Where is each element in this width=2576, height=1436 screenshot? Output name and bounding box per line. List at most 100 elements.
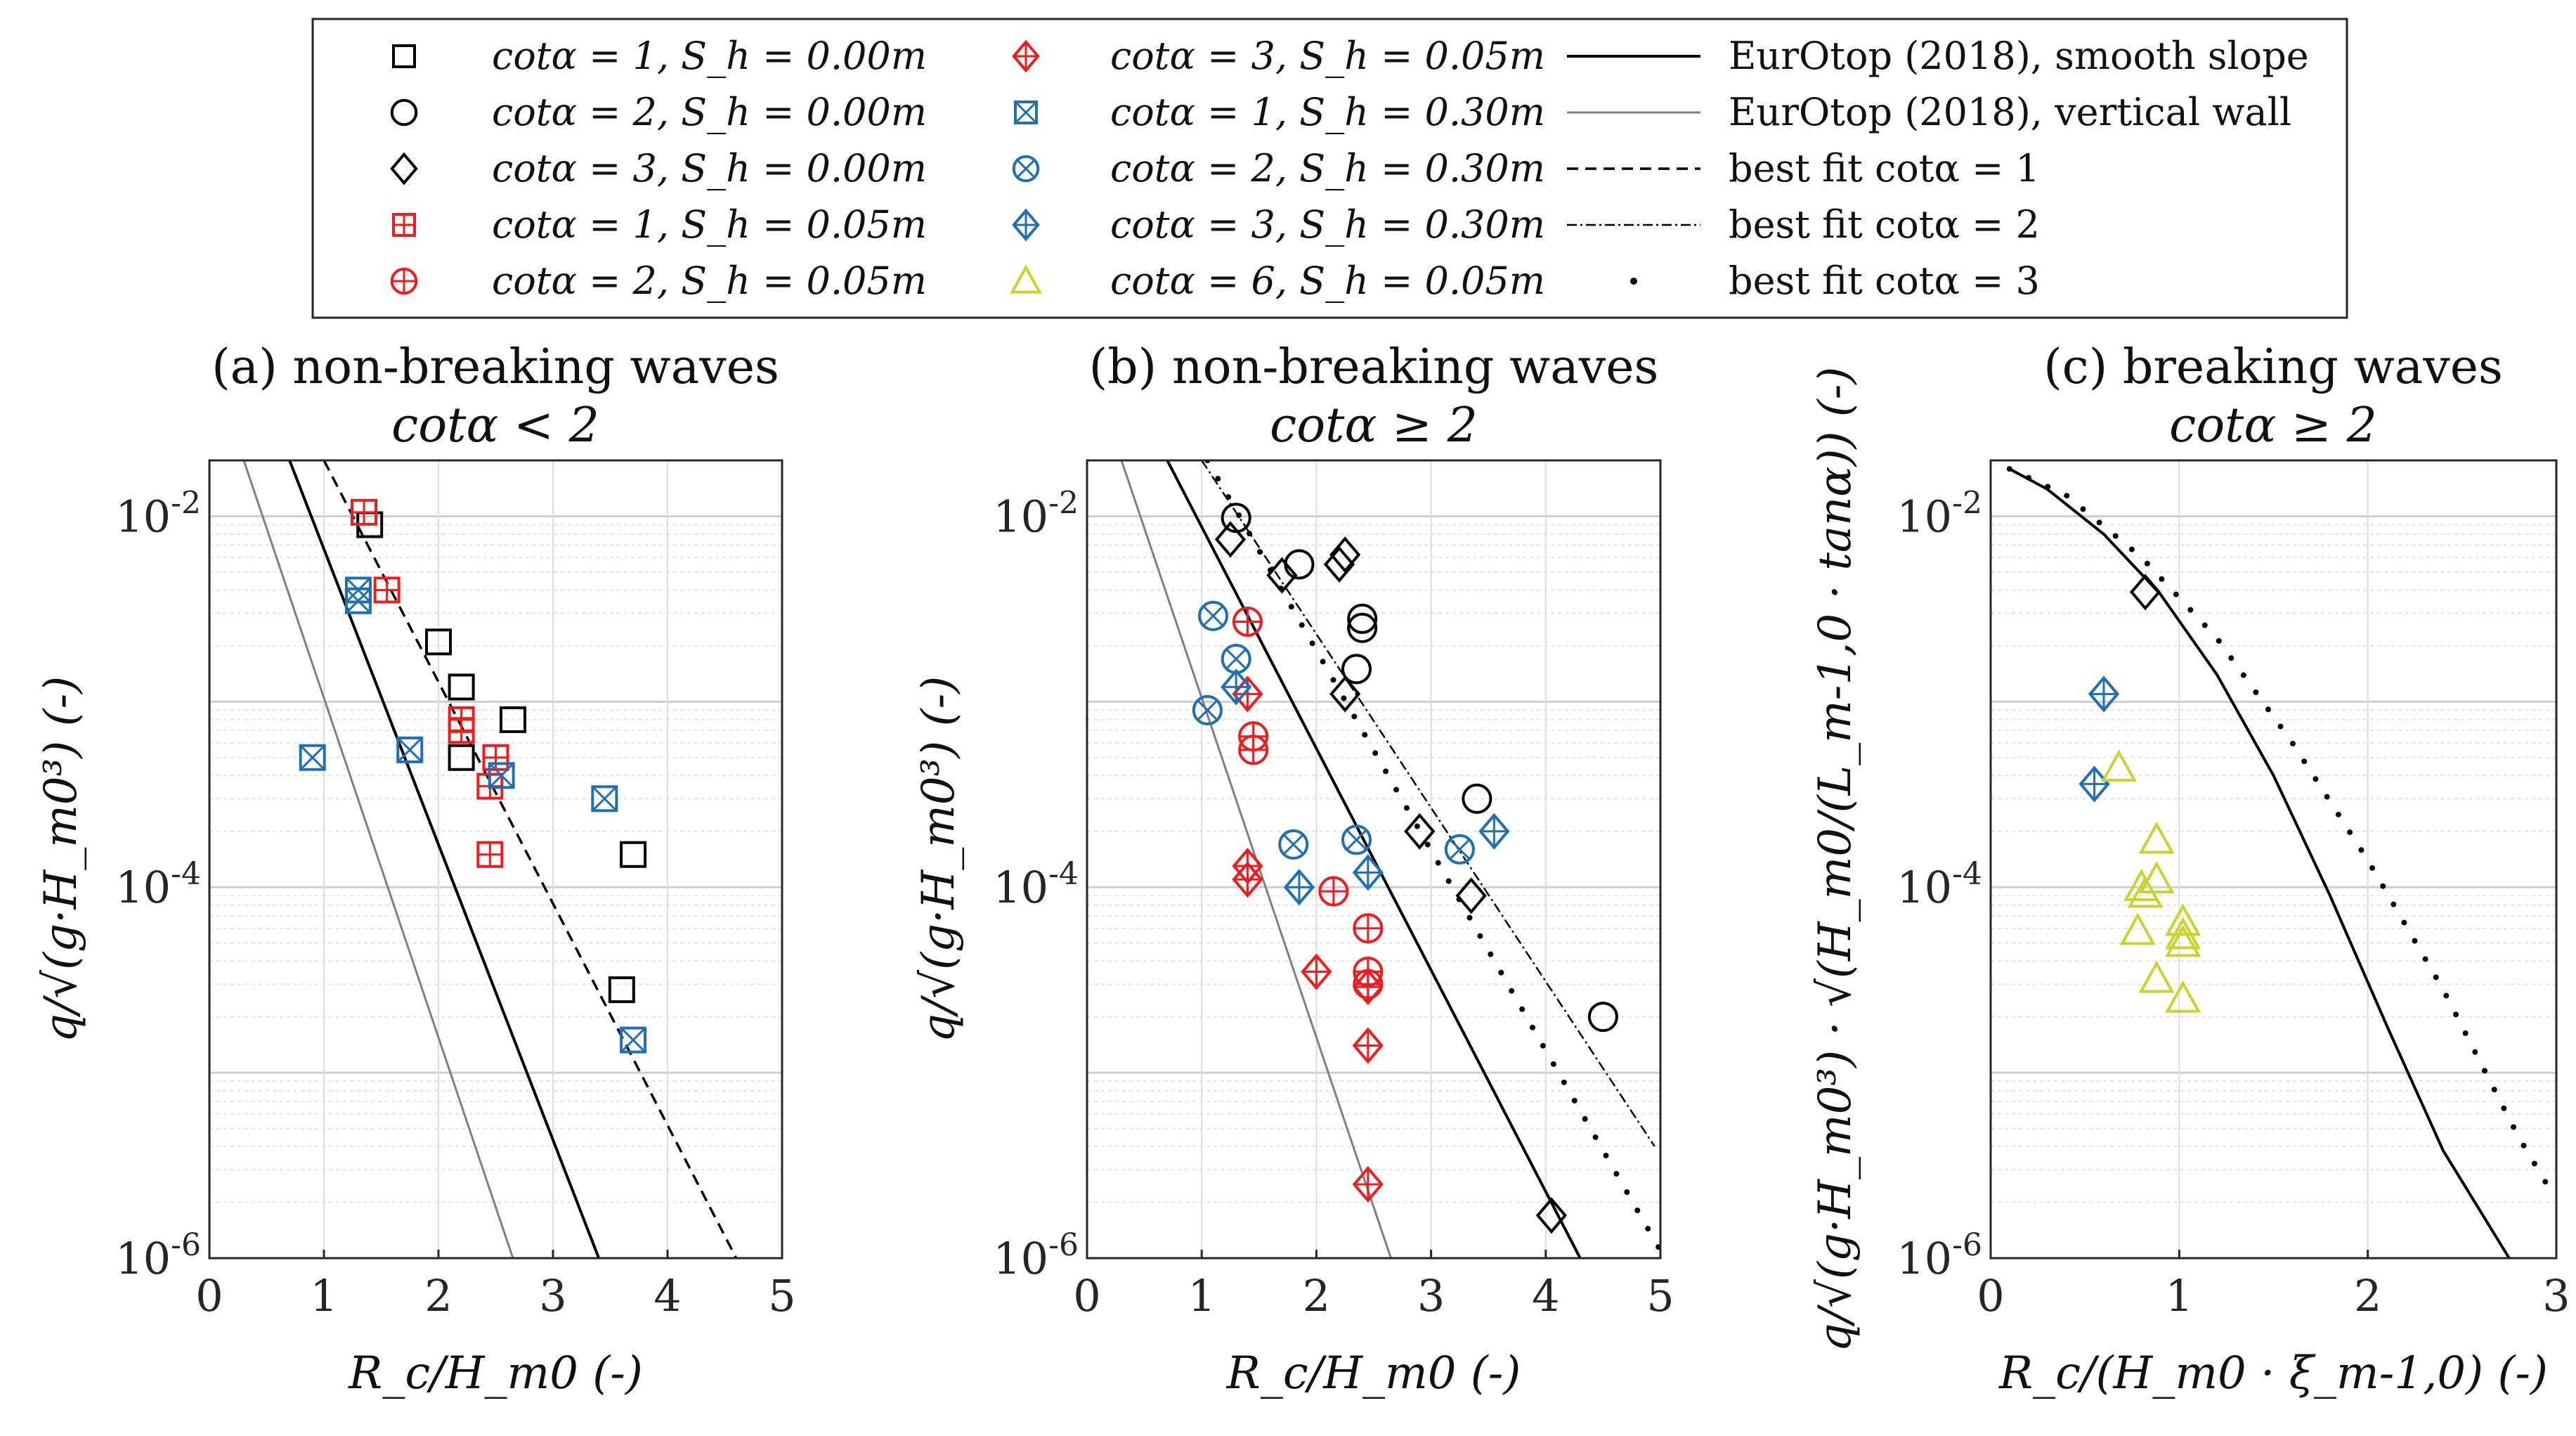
- legend-entry: cotα = 1, S_h = 0.00m: [392, 34, 927, 78]
- point-diamond-plus: [2088, 675, 2120, 713]
- point-circle: [1462, 783, 1492, 814]
- plot-area: [209, 460, 782, 1258]
- x-tick-label: 3: [1417, 1270, 1445, 1321]
- point-diamond: [1214, 521, 1247, 558]
- point-diamond-plus: [1352, 969, 1384, 1006]
- point-square-x: [344, 587, 372, 614]
- legend-marker-triangle: [1010, 264, 1042, 294]
- y-tick-label: 10-4: [115, 856, 201, 913]
- point-circle-x: [1197, 600, 1229, 631]
- point-square: [448, 744, 475, 771]
- y-tick-label: 10-2: [115, 485, 201, 542]
- point-circle: [1347, 612, 1378, 643]
- line-solid: [2008, 467, 2511, 1258]
- x-tick-label: 4: [653, 1270, 681, 1321]
- legend-label: EurOtop (2018), vertical wall: [1729, 90, 2291, 134]
- point-circle-x: [1341, 824, 1372, 855]
- panel-subtitle: cotα ≥ 2: [2169, 398, 2377, 453]
- legend-label: cotα = 3, S_h = 0.05m: [1110, 34, 1545, 78]
- point-square-plus: [476, 841, 504, 868]
- point-square: [448, 673, 475, 701]
- panel-title: (b) non-breaking waves: [1089, 339, 1659, 395]
- panel-subtitle: cotα < 2: [391, 398, 599, 453]
- point-circle: [1587, 1002, 1618, 1033]
- panel-title: (c) breaking waves: [2043, 339, 2503, 395]
- x-tick-label: 5: [1646, 1270, 1674, 1321]
- point-circle-x: [1278, 829, 1309, 860]
- point-circle: [1341, 654, 1372, 685]
- line-dotted: [2006, 466, 2550, 1187]
- line-solid: [1166, 460, 1582, 1258]
- point-square-plus: [351, 498, 378, 526]
- point-diamond: [1323, 545, 1355, 583]
- y-tick-label: 10-6: [115, 1227, 201, 1284]
- y-tick-label: 10-2: [993, 485, 1079, 542]
- line-solid: [288, 460, 601, 1258]
- point-diamond-plus: [1301, 953, 1332, 990]
- point-diamond: [1329, 536, 1361, 574]
- legend-label: best fit cotα = 1: [1729, 146, 2040, 190]
- panel-subtitle: cotα ≥ 2: [1270, 398, 1478, 453]
- y-tick-label: 10-2: [1897, 485, 1982, 542]
- point-diamond-plus: [1478, 813, 1510, 850]
- y-tick-label: 10-6: [993, 1227, 1079, 1284]
- x-tick-label: 5: [768, 1270, 795, 1321]
- fit-lines: [242, 460, 738, 1258]
- point-triangle: [2119, 912, 2156, 945]
- plot-area: [1991, 460, 2556, 1258]
- point-circle: [1347, 603, 1378, 634]
- point-triangle: [2138, 821, 2175, 854]
- legend-label: cotα = 3, S_h = 0.30m: [1110, 202, 1545, 247]
- legend-entry: cotα = 2, S_h = 0.30m: [1012, 146, 1545, 190]
- x-tick-label: 2: [1303, 1270, 1330, 1321]
- axes-box: [1086, 459, 1662, 1260]
- legend-entry: EurOtop (2018), smooth slope: [1567, 34, 2309, 78]
- panel-b: 0 1 2 3 4 5 10-6 10-4 10-2 (b) non-breaking waves…: [913, 339, 1674, 1399]
- legend-marker-square-x: [1014, 101, 1038, 124]
- point-triangle: [2138, 861, 2175, 893]
- point-triangle: [2165, 924, 2201, 957]
- x-tick-label: 3: [539, 1270, 566, 1321]
- legend-swatch-dotted: [1630, 278, 1637, 285]
- legend-entry: best fit cotα = 1: [1567, 146, 2040, 190]
- point-diamond: [1404, 813, 1436, 850]
- point-diamond-plus: [1352, 1165, 1384, 1203]
- point-diamond: [2129, 574, 2161, 611]
- y-tick-label: 10-6: [1897, 1227, 1982, 1284]
- x-tick-label: 1: [2166, 1270, 2193, 1321]
- legend-entry: cotα = 3, S_h = 0.00m: [390, 146, 927, 190]
- point-diamond: [1329, 675, 1361, 713]
- x-tick-label: 4: [1532, 1270, 1559, 1321]
- point-square-x: [299, 744, 326, 771]
- legend-entry: best fit cotα = 3: [1630, 259, 2040, 303]
- data-points: [299, 498, 647, 1054]
- point-square-x: [396, 736, 424, 763]
- point-circle-plus: [1318, 876, 1349, 907]
- point-square-x: [488, 762, 515, 789]
- x-axis-label: R_c/H_m0 (-): [348, 1347, 643, 1399]
- legend-marker-circle: [390, 98, 418, 127]
- point-diamond-plus: [1232, 861, 1263, 898]
- legend-box: [311, 18, 2348, 319]
- legend-entry: cotα = 1, S_h = 0.30m: [1014, 90, 1545, 134]
- data-points: [2079, 574, 2201, 1013]
- x-tick-label: 0: [1073, 1270, 1100, 1321]
- point-triangle: [2165, 980, 2201, 1013]
- line-dashed: [323, 460, 738, 1258]
- legend-marker-circle-plus: [390, 267, 418, 295]
- legend-entry: best fit cotα = 2: [1567, 202, 2040, 247]
- x-axis-label: R_c/(H_m0 · ξ_m-1,0) (-): [1998, 1347, 2548, 1399]
- legend-label: EurOtop (2018), smooth slope: [1729, 34, 2309, 78]
- point-square-x: [620, 1026, 647, 1054]
- point-square-plus: [373, 576, 401, 604]
- legend-label: cotα = 6, S_h = 0.05m: [1110, 259, 1545, 303]
- legend-entry: cotα = 6, S_h = 0.05m: [1010, 259, 1545, 303]
- point-triangle: [2165, 903, 2201, 936]
- legend-entry: EurOtop (2018), vertical wall: [1567, 90, 2291, 134]
- point-square: [608, 976, 635, 1004]
- point-diamond-plus: [1283, 869, 1315, 906]
- x-tick-label: 0: [195, 1270, 223, 1321]
- point-diamond: [1455, 877, 1487, 914]
- legend-entry: cotα = 3, S_h = 0.05m: [1012, 34, 1545, 78]
- point-circle-plus: [1232, 606, 1263, 638]
